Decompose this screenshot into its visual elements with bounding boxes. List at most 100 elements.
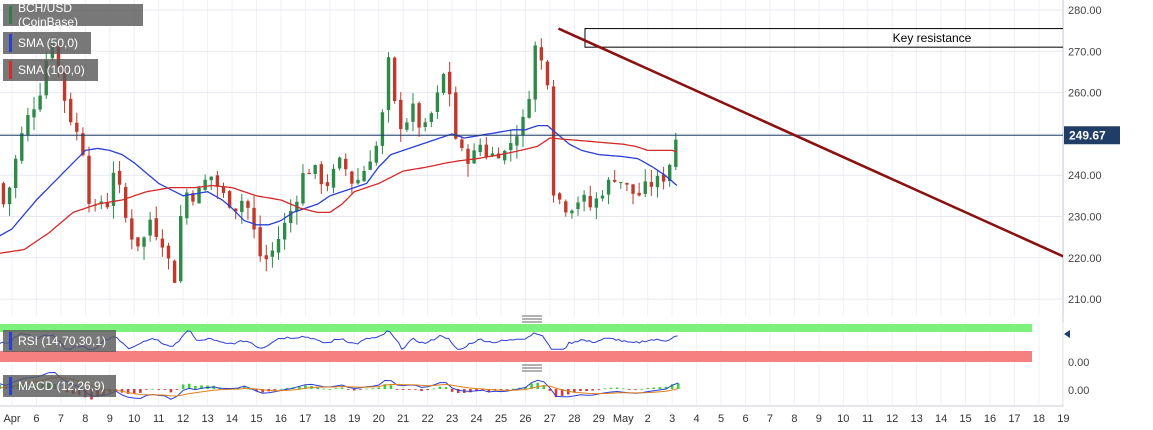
x-tick-label: 6	[742, 413, 748, 425]
candle	[362, 170, 366, 182]
x-tick-label: 29	[593, 413, 605, 425]
macd-bar	[389, 385, 393, 389]
macd-bar	[157, 389, 160, 390]
macd-bar	[664, 386, 668, 389]
x-tick-label: 26	[519, 413, 531, 425]
candle	[87, 155, 91, 204]
macd-y-tick-label: 0.00	[1068, 385, 1089, 397]
candle	[154, 218, 158, 237]
macd-bar	[414, 389, 417, 390]
candle	[166, 245, 171, 259]
macd-bar	[634, 389, 637, 390]
sma50-swatch	[9, 34, 12, 52]
candle	[344, 158, 348, 170]
x-axis: Apr 6 7 8 9 10 11 12 13 14 15 16 17 18 19 20 21 22 23 24 25 2…	[3, 413, 1069, 425]
x-tick-label: 6	[33, 413, 39, 425]
rsi-label: RSI (14,70,30,1)	[18, 334, 107, 348]
macd-bar	[536, 382, 539, 389]
macd-bar	[621, 388, 625, 390]
legend-title[interactable]: BCH/USD (CoinBase)	[3, 1, 143, 29]
macd-bar	[126, 389, 130, 394]
candle	[234, 208, 238, 212]
candle	[209, 176, 213, 181]
resize-grip-main[interactable]	[522, 315, 542, 323]
macd-bar	[359, 389, 362, 390]
x-tick-label: 27	[544, 413, 556, 425]
candle	[350, 171, 354, 184]
candle	[142, 237, 146, 247]
candle	[594, 198, 599, 208]
macd-bar	[530, 383, 533, 389]
candle	[20, 133, 24, 161]
macd-bar	[499, 389, 503, 391]
resize-grip-rsi[interactable]	[522, 364, 542, 372]
macd-bar	[132, 389, 136, 394]
resistance-label: Key resistance	[893, 31, 972, 45]
x-tick-label: 8	[791, 413, 797, 425]
x-tick-label: 28	[568, 413, 580, 425]
rsi-oversold-band	[0, 351, 1032, 362]
symbol-swatch	[9, 6, 12, 24]
x-tick-label: 16	[984, 413, 996, 425]
macd-bar	[139, 389, 142, 393]
candle	[7, 187, 12, 205]
candle	[551, 86, 556, 196]
candle	[460, 139, 464, 149]
x-tick-label: 14	[935, 413, 947, 425]
macd-bar	[340, 387, 344, 389]
macd-bar	[603, 388, 607, 390]
candle	[117, 170, 122, 185]
x-tick-label: 22	[422, 413, 434, 425]
candle	[203, 179, 207, 190]
macd-bar	[481, 389, 484, 391]
candle	[405, 122, 409, 130]
macd-bar	[316, 387, 319, 389]
x-tick-label: 23	[446, 413, 458, 425]
legend-macd[interactable]: MACD (12,26,9)	[3, 375, 116, 397]
chart-title: BCH/USD (CoinBase)	[17, 1, 79, 29]
macd-bar	[346, 389, 350, 390]
candle	[331, 168, 336, 188]
macd-bar	[187, 383, 191, 389]
candle	[191, 193, 195, 202]
candle	[81, 133, 85, 156]
candle	[417, 103, 421, 128]
macd-bar	[652, 387, 656, 389]
x-tick-label: 12	[177, 413, 189, 425]
x-tick-label: 9	[816, 413, 822, 425]
candle	[221, 186, 226, 193]
candle	[423, 122, 427, 128]
legend-sma50[interactable]: SMA (50,0)	[3, 32, 91, 54]
macd-bar	[194, 385, 197, 389]
trendline[interactable]	[557, 27, 1075, 262]
legend-rsi[interactable]: RSI (14,70,30,1)	[3, 330, 116, 352]
macd-bar	[181, 384, 185, 389]
macd-bar	[297, 386, 301, 389]
x-tick-label: 11	[153, 413, 164, 425]
legend-sma100[interactable]: SMA (100,0)	[3, 59, 98, 81]
x-tick-label: 21	[397, 413, 409, 425]
macd-bar	[0, 384, 2, 389]
resistance-zone[interactable]	[584, 28, 1068, 48]
candle	[655, 175, 660, 188]
x-tick-label: 9	[107, 413, 113, 425]
macd-bar	[169, 389, 173, 393]
candle	[319, 164, 323, 185]
candle	[368, 161, 372, 170]
y-tick-label: 270.00	[1068, 46, 1102, 58]
x-tick-label: 18	[324, 413, 336, 425]
candle	[668, 164, 672, 181]
candle	[674, 139, 678, 167]
candle	[521, 116, 525, 135]
macd-bar	[334, 388, 338, 389]
candle	[307, 172, 311, 175]
macd-bar	[365, 388, 368, 390]
candle	[527, 98, 531, 118]
macd-bar	[438, 386, 442, 389]
candle	[533, 45, 537, 100]
candle	[392, 57, 397, 101]
candle	[252, 207, 256, 230]
candle	[26, 115, 30, 135]
